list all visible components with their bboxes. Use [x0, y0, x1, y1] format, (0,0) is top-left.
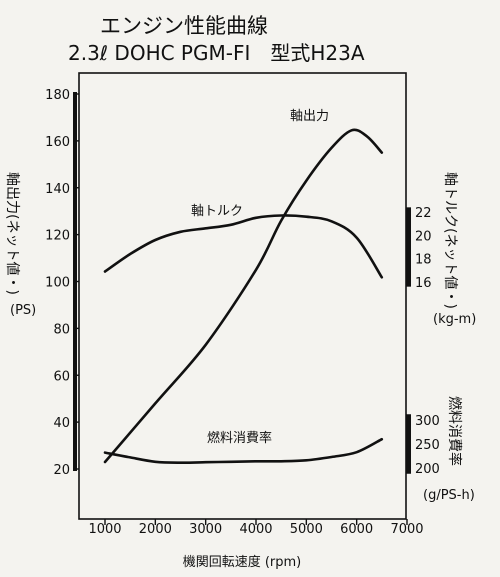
torque-axis-ticks: 16 18 20 22: [415, 206, 432, 291]
power-tick-label: 20: [53, 463, 70, 478]
x-tick-label: 5000: [290, 522, 323, 537]
axis-tick-bars: [73, 92, 411, 474]
power-tick-label: 80: [53, 322, 70, 337]
series-label-power: 軸出力: [290, 109, 329, 124]
series-label-torque: 軸トルク: [191, 204, 243, 219]
power-tick-label: 120: [45, 229, 70, 244]
chart-subtitle: 2.3ℓ DOHC PGM-FI 型式H23A: [68, 41, 365, 65]
torque-tick-label: 20: [415, 229, 432, 244]
fuel-tick-label: 300: [415, 414, 440, 429]
torque-tick-label: 16: [415, 276, 432, 291]
x-tick-label: 7000: [390, 522, 423, 537]
power-tick-label: 100: [45, 276, 70, 291]
torque-axis-unit: (kg-m): [433, 312, 476, 327]
data-curves: [103, 128, 384, 465]
torque-axis-bar: [406, 207, 411, 287]
power-axis-unit: (PS): [10, 303, 36, 318]
fuel-axis-ticks: 200 250 300: [415, 414, 440, 477]
fuel-tick-label: 200: [415, 462, 440, 477]
power-tick-label: 180: [45, 88, 70, 103]
power-axis-ticks: 20 40 60 80 100 120 140 160 180: [45, 88, 79, 478]
torque-tick-label: 18: [415, 253, 432, 268]
series-label-fuel: 燃料消費率: [207, 430, 272, 446]
fuel-consumption-curve: [103, 437, 384, 465]
fuel-tick-label: 250: [415, 438, 440, 453]
x-axis-label: 機関回転速度 (rpm): [183, 554, 302, 570]
torque-curve: [103, 214, 384, 279]
power-tick-label: 160: [45, 135, 70, 150]
power-tick-label: 140: [45, 182, 70, 197]
fuel-axis-label: 燃料消費率: [446, 396, 463, 466]
fuel-axis-unit: (g/PS-h): [423, 488, 475, 503]
x-tick-label: 3000: [189, 522, 222, 537]
chart-title: エンジン性能曲線: [100, 14, 268, 38]
x-tick-label: 2000: [139, 522, 172, 537]
torque-tick-label: 22: [415, 206, 432, 221]
power-tick-label: 60: [53, 369, 70, 384]
power-axis-label: 軸出力(ネット値・): [4, 172, 20, 295]
x-axis-ticks: 1000 2000 3000 4000 5000 6000 7000: [88, 519, 424, 537]
x-tick-label: 6000: [340, 522, 373, 537]
x-tick-label: 1000: [88, 522, 121, 537]
power-tick-label: 40: [53, 416, 70, 431]
fuel-axis-bar: [406, 414, 411, 474]
plot-frame: [78, 72, 407, 520]
x-tick-label: 4000: [239, 522, 272, 537]
power-curve: [103, 128, 384, 464]
torque-axis-label: 軸トルク(ネット値・): [442, 172, 458, 309]
